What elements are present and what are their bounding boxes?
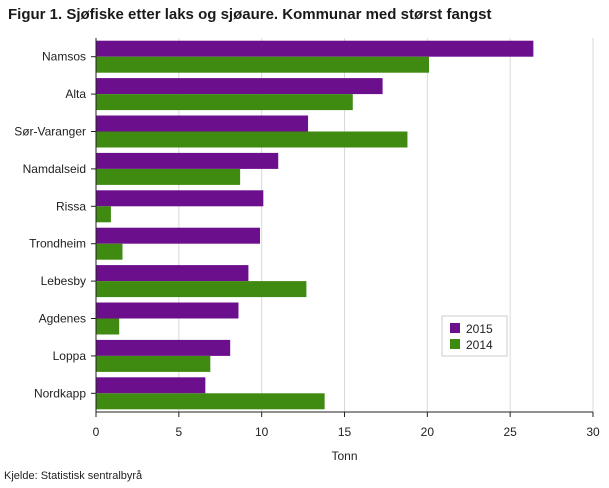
bar-2015 <box>96 227 261 244</box>
x-tick-label: 30 <box>586 425 600 439</box>
x-tick-label: 10 <box>255 425 269 439</box>
legend-label-2014: 2014 <box>466 338 493 352</box>
bar-2015 <box>96 190 264 207</box>
category-label: Sør-Varanger <box>14 125 86 139</box>
chart-title: Figur 1. Sjøfiske etter laks og sjøaure.… <box>8 6 492 23</box>
legend: 2015 2014 <box>441 315 508 357</box>
bar-2015 <box>96 115 309 132</box>
legend-box <box>441 315 508 357</box>
category-label: Loppa <box>53 349 87 363</box>
category-label: Nordkapp <box>34 386 86 400</box>
bar-2014 <box>96 243 123 260</box>
axes: 0 5 10 15 20 25 30 Tonn Namsos Alta Sør-Varanger Na… <box>14 38 600 463</box>
bar-2015 <box>96 152 279 169</box>
legend-swatch-2015 <box>450 323 460 333</box>
category-label: Trondheim <box>29 237 86 251</box>
bar-2014 <box>96 318 120 335</box>
x-tick-label: 25 <box>503 425 517 439</box>
x-tick-label: 0 <box>93 425 100 439</box>
bar-2015 <box>96 78 383 95</box>
bar-2015 <box>96 265 249 282</box>
bar-2014 <box>96 56 429 73</box>
category-label: Rissa <box>56 199 86 213</box>
bar-2014 <box>96 206 111 223</box>
bar-2014 <box>96 393 325 410</box>
category-label: Lebesby <box>41 274 86 288</box>
x-tick-label: 5 <box>175 425 182 439</box>
source-note: Kjelde: Statistisk sentralbyrå <box>4 470 143 482</box>
bar-2014 <box>96 94 353 111</box>
x-axis-label: Tonn <box>331 449 357 463</box>
x-tick-label: 15 <box>338 425 352 439</box>
bar-2014 <box>96 131 408 148</box>
category-label: Namdalseid <box>23 162 86 176</box>
bars <box>96 40 534 410</box>
bar-2014 <box>96 281 307 298</box>
bar-2014 <box>96 168 241 185</box>
bar-2015 <box>96 302 239 319</box>
x-tick-label: 20 <box>421 425 435 439</box>
bar-2015 <box>96 40 534 57</box>
category-label: Agdenes <box>39 312 86 326</box>
bar-2015 <box>96 377 206 394</box>
bar-2014 <box>96 355 211 372</box>
bar-2015 <box>96 339 231 356</box>
legend-swatch-2014 <box>450 339 460 349</box>
category-label: Alta <box>65 87 86 101</box>
category-label: Namsos <box>42 50 86 64</box>
legend-label-2015: 2015 <box>466 322 493 336</box>
